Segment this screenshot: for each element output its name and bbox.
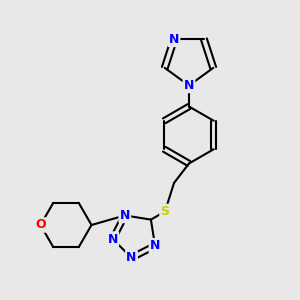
Text: N: N [184, 79, 194, 92]
Text: S: S [160, 205, 169, 218]
Text: N: N [169, 33, 179, 46]
Text: O: O [35, 218, 46, 232]
Text: N: N [108, 232, 118, 245]
Text: N: N [120, 209, 130, 222]
Text: N: N [150, 239, 160, 252]
Text: N: N [126, 251, 137, 264]
